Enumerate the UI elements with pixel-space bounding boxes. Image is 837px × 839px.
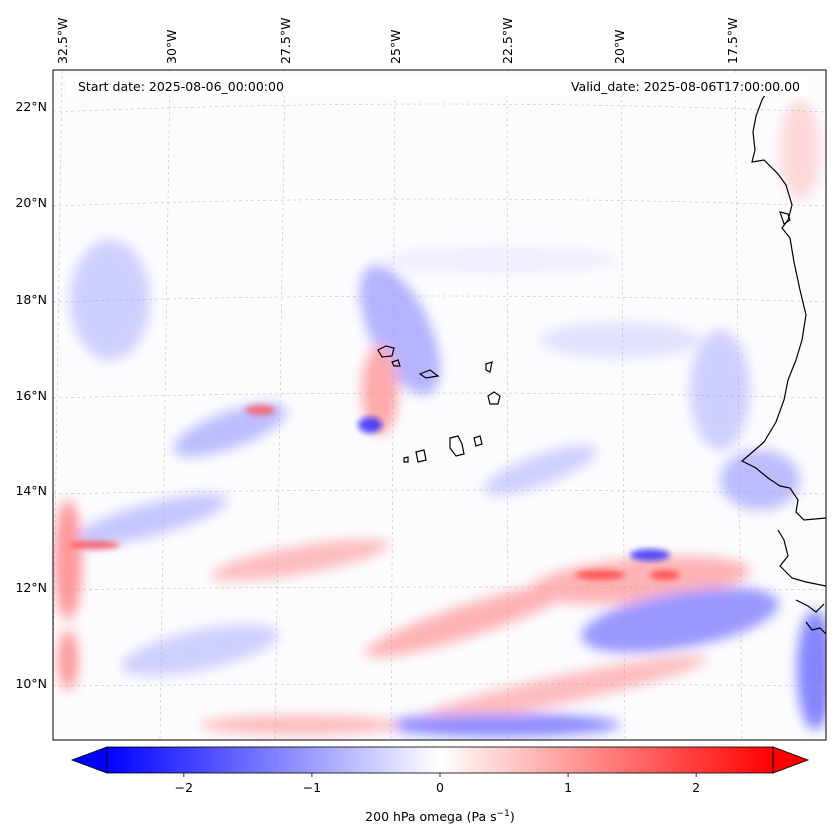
colorbar-unit-exponent: −1 bbox=[497, 809, 510, 819]
lon-label: 27.5°W bbox=[278, 18, 293, 64]
map-panel: Start date: 2025-08-06_00:00:00 Valid_da… bbox=[52, 69, 827, 741]
lon-label: 17.5°W bbox=[725, 18, 740, 64]
longitude-labels: 32.5°W 30°W 27.5°W 25°W 22.5°W 20°W 17.5… bbox=[55, 18, 740, 64]
africa-coastline bbox=[740, 89, 826, 521]
omega-field bbox=[54, 100, 826, 737]
colorbar-tick-label: 1 bbox=[564, 780, 572, 795]
lon-label: 32.5°W bbox=[55, 18, 70, 64]
lon-label: 22.5°W bbox=[500, 18, 515, 64]
map-frame bbox=[52, 69, 827, 741]
lat-label: 10°N bbox=[15, 676, 47, 691]
lon-label: 20°W bbox=[612, 29, 627, 64]
lat-label: 22°N bbox=[15, 99, 47, 114]
colorbar-label: 200 hPa omega (Pa s−1) bbox=[365, 809, 515, 824]
colorbar-tick-label: 2 bbox=[692, 780, 700, 795]
colorbar-tick-label: 0 bbox=[436, 780, 444, 795]
lon-label: 25°W bbox=[388, 29, 403, 64]
colorbar-unit: (Pa s bbox=[467, 809, 497, 824]
lat-label: 18°N bbox=[15, 292, 47, 307]
colorbar-gradient bbox=[107, 747, 773, 773]
valid-date: Valid_date: 2025-08-06T17:00:00.00 bbox=[571, 79, 800, 94]
coastline bbox=[740, 89, 826, 635]
colorbar-tick-label: −1 bbox=[303, 780, 321, 795]
latitude-labels: 22°N 20°N 18°N 16°N 14°N 12°N 10°N bbox=[15, 99, 47, 691]
colorbar: −2 −1 0 1 2 200 hPa omega (Pa s−1) bbox=[70, 746, 810, 824]
start-date: Start date: 2025-08-06_00:00:00 bbox=[78, 79, 284, 94]
lon-label: 30°W bbox=[164, 29, 179, 64]
header-strip bbox=[66, 76, 808, 96]
lat-label: 20°N bbox=[15, 195, 47, 210]
colorbar-ticks: −2 −1 0 1 2 bbox=[175, 773, 700, 795]
lat-label: 14°N bbox=[15, 483, 47, 498]
colorbar-unit-close: ) bbox=[510, 809, 515, 824]
graticule bbox=[53, 70, 826, 740]
cape-verde-islands bbox=[377, 345, 501, 463]
lat-label: 16°N bbox=[15, 388, 47, 403]
colorbar-extend-min bbox=[70, 746, 108, 774]
colorbar-extend-max bbox=[772, 746, 810, 774]
colorbar-variable: 200 hPa omega bbox=[365, 809, 462, 824]
colorbar-tick-label: −2 bbox=[175, 780, 193, 795]
lat-label: 12°N bbox=[15, 580, 47, 595]
